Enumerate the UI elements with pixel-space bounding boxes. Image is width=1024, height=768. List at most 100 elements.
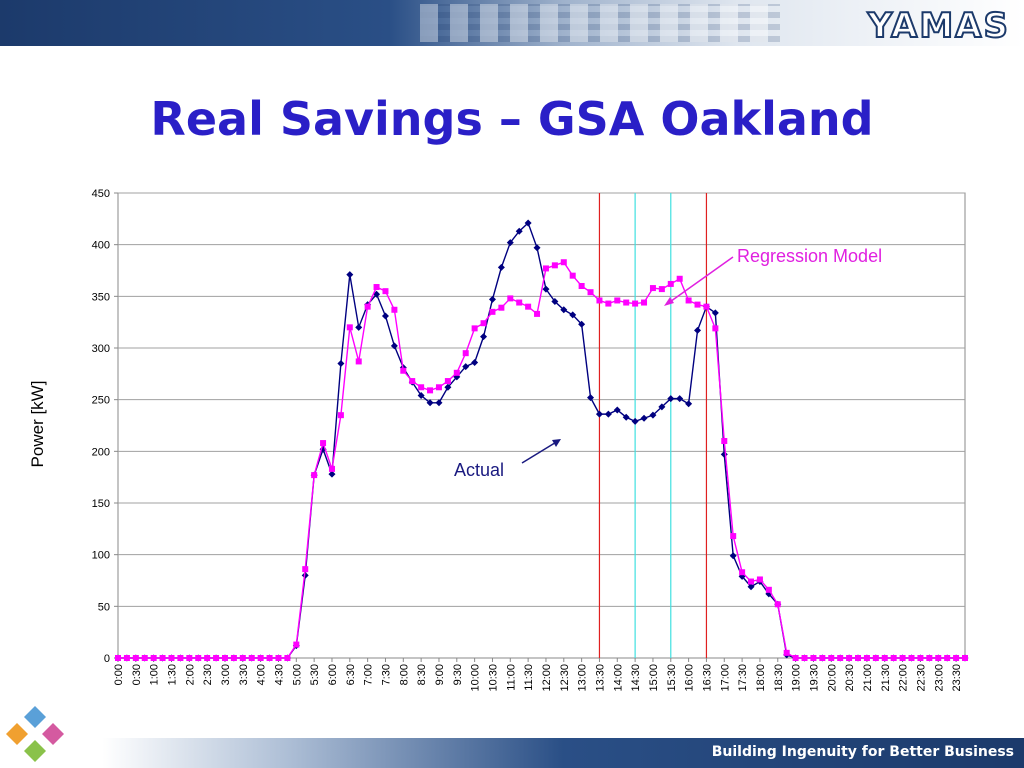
x-tick-label: 23:00 [933, 664, 945, 692]
data-point-square [819, 655, 826, 661]
x-tick-label: 14:00 [612, 664, 624, 692]
data-point-diamond [569, 311, 577, 319]
data-point-square [765, 586, 772, 593]
data-point-diamond [631, 417, 639, 425]
data-point-square [623, 299, 630, 306]
data-point-square [596, 297, 603, 304]
x-tick-label: 10:00 [470, 664, 482, 692]
data-point-square [685, 297, 692, 304]
data-point-square [275, 655, 282, 661]
data-point-square [730, 533, 737, 540]
x-tick-label: 15:00 [648, 664, 660, 692]
x-tick-label: 22:00 [898, 664, 910, 692]
data-point-square [721, 438, 728, 444]
slide-title: Real Savings – GSA Oakland [150, 92, 874, 146]
y-tick-label: 300 [92, 343, 110, 355]
data-point-square [641, 299, 648, 306]
data-point-square [748, 578, 755, 585]
x-tick-label: 11:30 [523, 664, 535, 691]
x-tick-label: 22:30 [915, 664, 927, 692]
data-point-diamond [506, 239, 514, 247]
y-axis-label: Power [kW] [28, 381, 47, 468]
annotation-regression-model: Regression Model [737, 246, 882, 266]
y-tick-label: 50 [98, 601, 110, 613]
data-point-diamond [685, 400, 693, 408]
data-point-square [266, 655, 273, 661]
data-point-square [908, 655, 915, 661]
data-point-square [204, 655, 211, 661]
annotation-actual: Actual [454, 460, 504, 480]
x-tick-label: 0:00 [113, 664, 125, 685]
data-point-square [569, 272, 576, 279]
data-point-square [132, 655, 139, 661]
data-point-diamond [444, 383, 452, 391]
x-tick-label: 1:00 [149, 664, 161, 685]
x-tick-label: 16:30 [701, 664, 713, 692]
x-tick-label: 8:30 [416, 664, 428, 685]
data-point-diamond [480, 333, 488, 341]
bottom-banner: Building Ingenuity for Better Business [0, 738, 1024, 768]
data-point-diamond [462, 363, 470, 371]
data-point-diamond [560, 306, 568, 314]
top-banner: YAMAS [0, 0, 1024, 47]
data-point-square [462, 350, 469, 357]
x-tick-label: 9:00 [434, 664, 446, 685]
x-tick-label: 13:00 [577, 664, 589, 692]
annotation-actual-arrowhead [552, 439, 561, 447]
y-axis: 0 50 100 150 200 250 300 350 400 450 [92, 188, 118, 665]
data-point-square [186, 655, 193, 661]
x-tick-label: 0:30 [131, 664, 143, 685]
data-point-square [221, 655, 228, 661]
x-tick-label: 9:30 [452, 664, 464, 685]
x-tick-label: 10:30 [487, 664, 499, 692]
data-point-square [926, 655, 933, 661]
x-tick-label: 2:00 [184, 664, 196, 685]
data-point-square [774, 601, 781, 608]
data-point-square [302, 566, 309, 573]
data-point-square [703, 303, 710, 310]
power-chart: 0 50 100 150 200 250 300 350 400 450 0:00 0:30 1:00… [28, 188, 969, 692]
data-point-square [542, 265, 549, 272]
data-point-diamond [595, 410, 603, 418]
data-point-diamond [355, 323, 363, 331]
y-tick-label: 250 [92, 395, 110, 407]
x-tick-label: 21:00 [862, 664, 874, 692]
vertical-markers [598, 193, 708, 658]
x-tick-label: 5:30 [309, 664, 321, 685]
y-tick-label: 100 [92, 550, 110, 562]
data-point-diamond [711, 309, 719, 317]
data-point-square [489, 308, 496, 315]
data-point-square [141, 655, 148, 661]
data-point-diamond [747, 583, 755, 591]
data-point-square [881, 655, 888, 661]
data-point-square [632, 300, 639, 307]
data-point-square [614, 297, 621, 304]
data-point-square [658, 286, 665, 293]
data-point-square [756, 576, 763, 583]
data-point-square [944, 655, 951, 661]
data-point-square [917, 655, 924, 661]
data-point-square [320, 440, 327, 447]
x-tick-label: 17:00 [719, 664, 731, 692]
data-point-square [480, 320, 487, 327]
data-point-square [150, 655, 157, 661]
data-point-diamond [337, 360, 345, 367]
x-tick-label: 23:30 [951, 664, 963, 692]
data-point-square [355, 358, 362, 365]
data-point-square [346, 324, 353, 331]
emblem-icon [6, 706, 64, 762]
x-tick-label: 17:30 [737, 664, 749, 692]
data-point-square [578, 283, 585, 289]
y-tick-label: 150 [92, 498, 110, 510]
data-point-square [328, 465, 335, 472]
y-tick-label: 200 [92, 446, 110, 458]
data-point-square [810, 655, 817, 661]
footer-tagline: Building Ingenuity for Better Business [711, 744, 1014, 760]
data-point-square [123, 655, 130, 661]
data-point-square [953, 655, 960, 661]
data-point-square [435, 384, 442, 391]
data-point-diamond [676, 395, 684, 403]
data-point-square [177, 655, 184, 661]
data-point-square [471, 325, 478, 332]
data-point-diamond [533, 244, 541, 252]
